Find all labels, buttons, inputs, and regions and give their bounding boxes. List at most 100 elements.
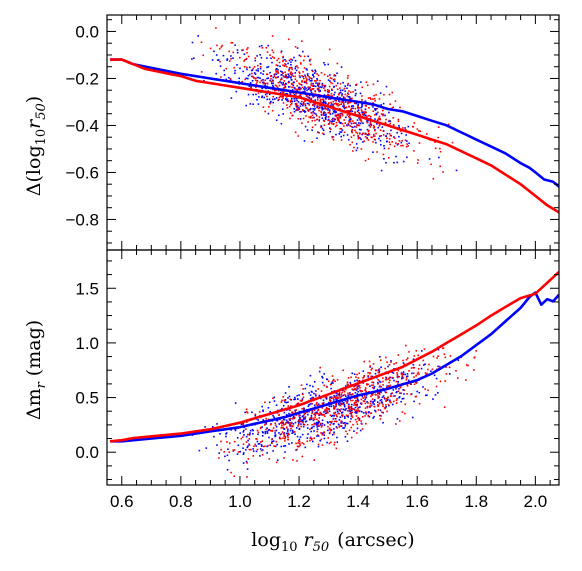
top-point (360, 148, 363, 150)
top-point (262, 79, 264, 81)
top-point (308, 108, 310, 111)
top-point (324, 112, 327, 114)
bottom-point (438, 365, 441, 368)
top-point (428, 158, 431, 160)
top-point (296, 65, 298, 67)
bottom-point (321, 403, 324, 405)
bottom-point (363, 360, 366, 363)
top-point (331, 112, 334, 115)
bottom-point (333, 408, 336, 410)
bottom-point (393, 400, 395, 403)
top-point (290, 112, 292, 114)
bottom-point (388, 381, 390, 384)
bottom-point (318, 417, 321, 419)
bottom-point (390, 361, 392, 363)
top-point (245, 104, 247, 107)
bottom-point (233, 449, 236, 451)
top-point (257, 68, 259, 70)
bottom-point (364, 396, 366, 398)
top-point (373, 126, 376, 128)
bottom-point (373, 405, 376, 408)
bottom-point (362, 370, 365, 372)
bottom-point (266, 430, 268, 433)
top-point (451, 141, 454, 144)
bottom-point (338, 418, 341, 421)
top-point (351, 130, 353, 133)
bottom-point (325, 398, 328, 400)
top-point (289, 117, 291, 120)
bottom-point (298, 394, 300, 396)
top-point (306, 129, 309, 131)
top-point (323, 133, 325, 136)
top-point (266, 83, 269, 85)
top-point (316, 97, 319, 99)
top-point (331, 82, 334, 85)
bottom-point (354, 401, 356, 404)
top-point (369, 122, 371, 125)
top-point (357, 103, 359, 106)
top-point (273, 73, 276, 76)
top-point (296, 99, 298, 102)
top-point (341, 89, 344, 92)
bottom-point (284, 437, 286, 440)
top-point (317, 99, 319, 101)
top-point (275, 77, 277, 79)
top-ylabel-suffix: ) (23, 96, 45, 103)
bottom-point (321, 422, 324, 425)
top-point (288, 68, 290, 71)
bottom-point (344, 393, 346, 396)
bottom-point (289, 419, 291, 421)
top-point (304, 111, 306, 113)
bottom-point (295, 409, 298, 411)
top-point (318, 109, 320, 112)
bottom-point (341, 391, 343, 394)
top-point (332, 139, 335, 141)
bottom-point (335, 397, 337, 399)
top-point (313, 85, 315, 87)
bottom-point (364, 389, 366, 392)
bottom-point (285, 413, 288, 416)
bottom-point (376, 369, 378, 372)
top-point (219, 60, 221, 63)
bottom-point (232, 449, 235, 451)
top-point (223, 69, 225, 72)
bottom-point (385, 378, 388, 381)
bottom-point (412, 358, 415, 360)
bottom-point (401, 375, 404, 377)
top-point (243, 53, 246, 55)
bottom-point (279, 433, 282, 436)
top-point (357, 134, 359, 137)
top-plot-area (110, 27, 559, 214)
top-point (292, 75, 295, 77)
bottom-point (425, 394, 427, 397)
top-point (313, 103, 315, 106)
top-point (277, 81, 280, 84)
bottom-point (382, 377, 384, 379)
top-point (331, 122, 333, 125)
top-point (341, 101, 343, 104)
top-point (299, 76, 301, 78)
bottom-point (284, 401, 286, 403)
top-point (299, 105, 302, 107)
top-point (229, 77, 232, 80)
top-point (229, 78, 232, 81)
bottom-point (291, 429, 294, 432)
bottom-point (226, 441, 228, 443)
top-point (200, 41, 203, 43)
bottom-point (320, 390, 323, 392)
top-point (355, 126, 358, 128)
bottom-point (326, 412, 328, 414)
top-point (334, 125, 337, 128)
top-point (372, 141, 374, 143)
bottom-point (299, 399, 302, 402)
bottom-point (335, 447, 338, 450)
bottom-point (325, 410, 328, 412)
bottom-point (261, 405, 263, 408)
bottom-point (345, 408, 347, 410)
top-point (353, 134, 355, 137)
bottom-point (341, 403, 343, 405)
top-point (416, 128, 419, 130)
top-point (343, 106, 345, 108)
bottom-point (362, 377, 364, 379)
bottom-point (290, 399, 292, 401)
